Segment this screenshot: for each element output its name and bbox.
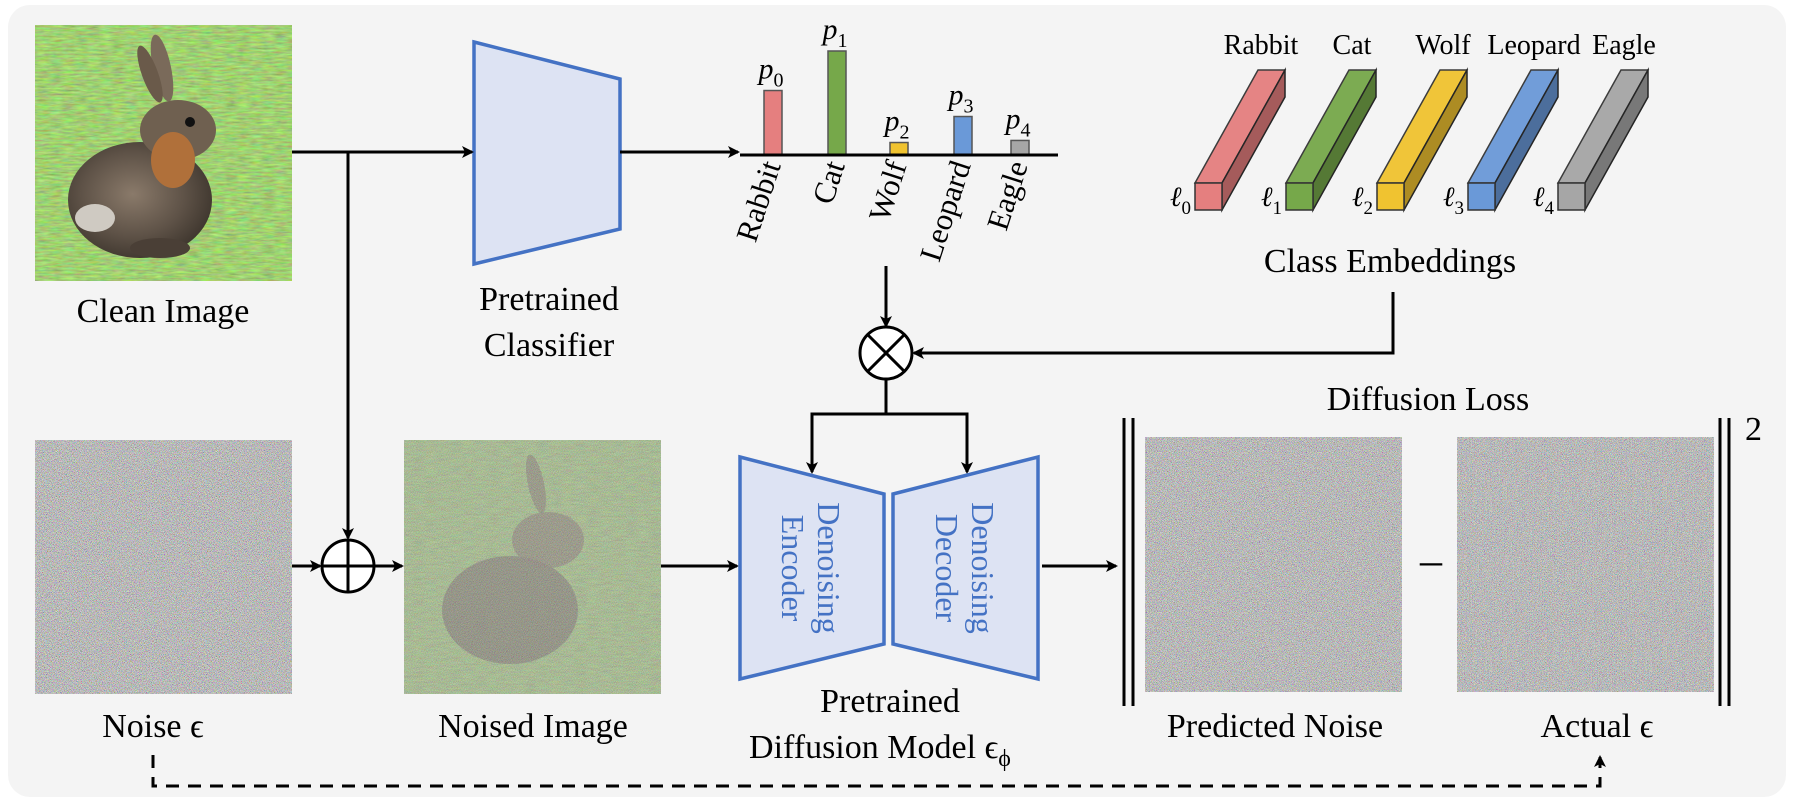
diffusion-label-line2: Diffusion Model ϵϕ [749, 729, 1011, 772]
predicted-noise-image [1145, 437, 1402, 692]
denoising-decoder-block [891, 454, 1040, 682]
classifier-label-line2: Classifier [484, 327, 615, 364]
arrow-multiply-to-encoder [806, 379, 888, 474]
diffusion-label-subscript: ϕ [998, 746, 1011, 772]
embedding-class-rabbit: Rabbit [1224, 30, 1299, 61]
embedding-bar-wolf [1375, 67, 1469, 213]
dashed-arrow-noise-to-actual [151, 755, 1606, 788]
embedding-label-cat-sub: 1 [1273, 198, 1283, 219]
diffusion-label-line1: Pretrained [820, 683, 960, 720]
rabbit-illustration [68, 34, 216, 258]
prob-bar-rabbit [763, 89, 783, 156]
prob-label-rabbit-sub: 0 [774, 70, 784, 92]
prob-label-wolf-sub: 2 [900, 122, 910, 144]
prob-bar-eagle [1010, 139, 1030, 156]
embedding-class-leopard: Leopard [1487, 30, 1580, 61]
arrow-embeddings-to-multiply [912, 292, 1395, 359]
diffusion-loss-label: Diffusion Loss [1327, 381, 1529, 418]
encoder-label-line1: Denoising [811, 502, 847, 634]
embedding-label-leopard: ℓ3 [1443, 182, 1464, 219]
add-operator [320, 538, 376, 594]
embedding-bar-cat [1284, 67, 1378, 213]
embedding-label-leopard-main: ℓ [1443, 182, 1455, 213]
encoder-label-line2: Encoder [775, 515, 811, 622]
prob-label-cat: p1 [821, 13, 848, 52]
embedding-class-wolf: Wolf [1415, 30, 1471, 61]
noise-label: Noise ϵ [102, 708, 204, 745]
prob-label-rabbit-main: p [757, 53, 774, 86]
prob-label-eagle-main: p [1004, 102, 1021, 135]
classifier-label-line1: Pretrained [479, 281, 619, 318]
embedding-class-cat: Cat [1333, 30, 1372, 61]
prob-label-eagle: p4 [1004, 102, 1031, 141]
embedding-label-wolf-main: ℓ [1352, 182, 1364, 213]
embedding-label-wolf-sub: 2 [1364, 198, 1374, 219]
embedding-label-eagle-sub: 4 [1545, 198, 1555, 219]
prob-label-leopard-main: p [947, 79, 964, 112]
norm-exponent: 2 [1745, 411, 1762, 448]
embedding-label-eagle-main: ℓ [1533, 182, 1545, 213]
prob-label-leopard: p3 [947, 79, 974, 118]
multiply-operator [858, 325, 914, 381]
prob-bar-cat [827, 50, 847, 156]
embedding-bar-eagle [1556, 67, 1650, 213]
prob-label-rabbit: p0 [757, 53, 784, 92]
denoising-encoder-block [738, 454, 886, 682]
embedding-label-wolf: ℓ2 [1352, 182, 1373, 219]
classifier-block [472, 39, 622, 267]
actual-noise-image [1457, 437, 1714, 692]
prob-label-leopard-sub: 3 [964, 96, 974, 118]
arrow-multiply-to-decoder [886, 412, 973, 474]
prob-label-cat-main: p [821, 13, 838, 46]
embedding-label-cat-main: ℓ [1261, 182, 1273, 213]
minus-sign: – [1419, 536, 1443, 585]
embedding-bar-rabbit [1193, 67, 1287, 213]
embedding-bar-leopard [1466, 67, 1560, 213]
embedding-class-eagle: Eagle [1592, 30, 1656, 61]
decoder-label-line2: Decoder [929, 514, 965, 623]
embedding-label-rabbit-main: ℓ [1170, 182, 1182, 213]
prob-label-wolf: p2 [883, 105, 910, 144]
clean-image-label: Clean Image [77, 293, 250, 330]
predicted-noise-label: Predicted Noise [1167, 708, 1383, 745]
prob-bar-leopard [953, 115, 973, 156]
noise-image [35, 440, 292, 694]
actual-noise-label: Actual ϵ [1541, 708, 1654, 745]
prob-label-cat-sub: 1 [838, 30, 848, 52]
prob-bar-wolf [889, 141, 909, 156]
noised-image [404, 440, 661, 694]
embedding-label-cat: ℓ1 [1261, 182, 1282, 219]
embedding-label-eagle: ℓ4 [1533, 182, 1555, 219]
embedding-label-leopard-sub: 3 [1455, 198, 1465, 219]
class-embeddings-label: Class Embeddings [1264, 243, 1516, 280]
prob-label-wolf-main: p [883, 105, 900, 138]
clean-image [35, 25, 292, 281]
embedding-label-rabbit: ℓ0 [1170, 182, 1191, 219]
prob-label-eagle-sub: 4 [1021, 119, 1031, 141]
decoder-label-line1: Denoising [965, 502, 1001, 634]
noised-image-label: Noised Image [438, 708, 628, 745]
diffusion-label-main: Diffusion Model ϵ [749, 729, 998, 766]
embedding-label-rabbit-sub: 0 [1182, 198, 1192, 219]
